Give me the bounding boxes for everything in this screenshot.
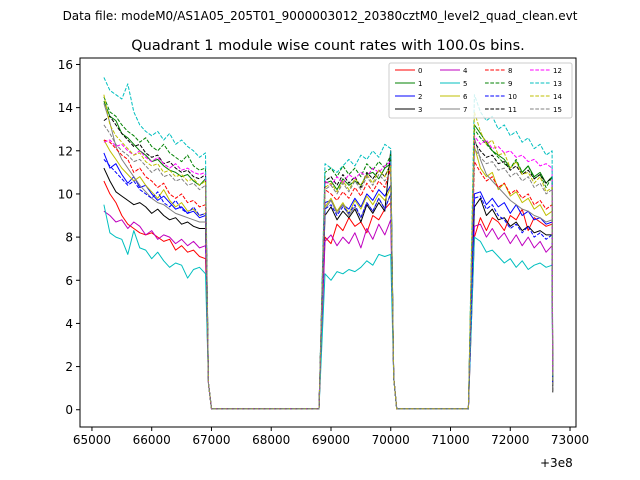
series-line-8 [103, 139, 554, 410]
chart-title: Quadrant 1 module wise count rates with … [131, 38, 525, 54]
series-line-15 [103, 124, 554, 410]
legend-label-12: 12 [553, 67, 562, 75]
series-layer [103, 77, 554, 410]
axes-frame [79, 57, 577, 428]
x-tick-label: 73000 [551, 433, 589, 447]
y-tick-label: 2 [65, 360, 73, 374]
legend-label-10: 10 [508, 93, 517, 101]
x-axis: 65000 66000 67000 68000 69000 70000 71000 72000… [73, 427, 589, 447]
y-tick-label: 14 [58, 101, 73, 115]
series-line-1 [103, 101, 554, 410]
series-line-6 [103, 139, 554, 410]
x-tick-label: 66000 [133, 433, 171, 447]
legend-label-4: 4 [463, 67, 468, 75]
chart-suptitle: Data file: modeM0/AS1A05_205T01_90000030… [63, 9, 578, 23]
series-line-4 [103, 210, 554, 410]
series-line-11 [103, 115, 554, 410]
legend-frame [388, 62, 573, 119]
x-tick-label: 69000 [312, 433, 350, 447]
legend-label-7: 7 [463, 106, 467, 114]
series-line-3 [103, 150, 554, 410]
y-tick-label: 0 [65, 403, 73, 417]
legend-label-15: 15 [553, 106, 562, 114]
legend-label-6: 6 [463, 93, 468, 101]
series-line-13 [103, 77, 554, 410]
y-tick-label: 6 [65, 274, 73, 288]
plot-area: 65000 66000 67000 68000 69000 70000 71000 72000… [58, 57, 589, 470]
legend-label-9: 9 [508, 80, 512, 88]
legend-label-3: 3 [418, 106, 422, 114]
legend-label-2: 2 [418, 93, 422, 101]
series-line-14 [103, 94, 554, 410]
legend-label-14: 14 [553, 93, 562, 101]
x-offset-label: +3e8 [540, 456, 573, 470]
y-axis: 0 2 4 6 8 10 12 14 16 [58, 58, 80, 417]
series-line-5 [103, 204, 554, 410]
series-line-10 [103, 159, 554, 410]
series-line-0 [103, 180, 554, 410]
y-tick-label: 8 [65, 231, 73, 245]
x-tick-label: 68000 [252, 433, 290, 447]
x-tick-label: 71000 [431, 433, 469, 447]
legend-label-11: 11 [508, 106, 517, 114]
series-line-9 [103, 96, 554, 410]
x-tick-label: 67000 [192, 433, 230, 447]
x-tick-label: 65000 [73, 433, 111, 447]
y-tick-label: 4 [65, 317, 73, 331]
x-tick-label: 72000 [491, 433, 529, 447]
legend-label-8: 8 [508, 67, 512, 75]
legend-label-0: 0 [418, 67, 422, 75]
y-tick-label: 16 [58, 58, 73, 72]
legend-label-1: 1 [418, 80, 422, 88]
legend-label-5: 5 [463, 80, 467, 88]
y-tick-label: 12 [58, 144, 73, 158]
y-tick-label: 10 [58, 187, 73, 201]
series-line-7 [103, 103, 554, 410]
x-tick-label: 70000 [372, 433, 410, 447]
legend-label-13: 13 [553, 80, 562, 88]
